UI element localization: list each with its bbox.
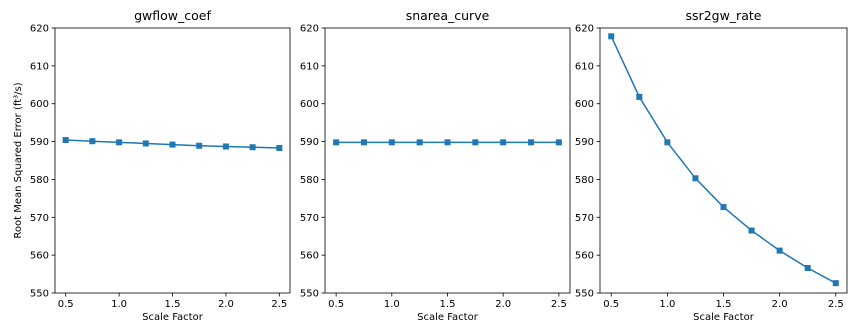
- data-point: [276, 145, 283, 152]
- x-axis-label: Scale Factor: [693, 312, 755, 323]
- x-tick-label: 0.5: [603, 299, 619, 310]
- y-tick-label: 620: [575, 24, 594, 35]
- y-tick-label: 560: [300, 251, 319, 262]
- y-tick-label: 580: [30, 175, 49, 186]
- x-tick-label: 0.5: [328, 299, 344, 310]
- data-point: [555, 139, 562, 146]
- y-tick-label: 560: [30, 251, 49, 262]
- y-tick-label: 550: [30, 289, 49, 300]
- x-tick-label: 2.5: [551, 299, 567, 310]
- data-point: [500, 139, 507, 146]
- data-point: [720, 204, 727, 211]
- y-axis-label: Root Mean Squared Error (ft³/s): [13, 82, 24, 238]
- y-tick-label: 590: [30, 137, 49, 148]
- y-tick-label: 600: [300, 99, 319, 110]
- data-point: [116, 139, 123, 146]
- chart-panel-1: gwflow_coef 550 560 570 580 590 600 610 620 0.5 1.…: [30, 8, 291, 323]
- y-tick-label: 580: [575, 175, 594, 186]
- data-point: [196, 142, 203, 149]
- y-tick-label: 580: [300, 175, 319, 186]
- x-tick-label: 2.0: [495, 299, 511, 310]
- data-point: [692, 175, 699, 182]
- data-point: [472, 139, 479, 146]
- data-point: [664, 139, 671, 146]
- data-point: [360, 139, 367, 146]
- data-point: [249, 144, 256, 151]
- data-point: [748, 227, 755, 234]
- chart-panel-3: ssr2gw_rate 550 560 570 580 590 600 610 620 0.5 1.…: [575, 8, 848, 323]
- y-tick-label: 570: [300, 213, 319, 224]
- data-point: [89, 138, 96, 145]
- y-tick-label: 620: [30, 24, 49, 35]
- y-tick-label: 570: [575, 213, 594, 224]
- plot-frame: [324, 27, 571, 294]
- data-point: [169, 141, 176, 148]
- x-tick-label: 1.0: [111, 299, 127, 310]
- x-axis-label: Scale Factor: [417, 312, 479, 323]
- x-tick-label: 2.0: [772, 299, 788, 310]
- data-point: [636, 93, 643, 100]
- y-tick-label: 600: [30, 99, 49, 110]
- y-tick-label: 590: [300, 137, 319, 148]
- data-point: [804, 265, 811, 272]
- y-tick-label: 610: [300, 61, 319, 72]
- x-tick-label: 1.0: [659, 299, 675, 310]
- y-tick-label: 550: [575, 289, 594, 300]
- data-point: [444, 139, 451, 146]
- series-line: [610, 36, 837, 284]
- x-tick-label: 2.5: [828, 299, 844, 310]
- data-point: [528, 139, 535, 146]
- plot-frame: [599, 27, 848, 294]
- y-tick-label: 550: [300, 289, 319, 300]
- chart-title: ssr2gw_rate: [686, 8, 762, 23]
- data-point: [832, 280, 839, 287]
- x-tick-label: 1.0: [384, 299, 400, 310]
- data-point: [142, 140, 149, 147]
- data-point: [62, 137, 69, 144]
- y-tick-label: 560: [575, 251, 594, 262]
- data-point: [388, 139, 395, 146]
- y-tick-label: 620: [300, 24, 319, 35]
- x-tick-label: 1.5: [440, 299, 456, 310]
- x-tick-label: 1.5: [716, 299, 732, 310]
- x-tick-label: 2.0: [218, 299, 234, 310]
- y-tick-label: 570: [30, 213, 49, 224]
- y-tick-label: 590: [575, 137, 594, 148]
- x-tick-label: 2.5: [271, 299, 287, 310]
- chart-panel-2: snarea_curve 550 560 570 580 590 600 610 620 0.5 1…: [300, 8, 571, 323]
- chart-title: gwflow_coef: [134, 8, 211, 23]
- data-point: [776, 247, 783, 254]
- x-axis-label: Scale Factor: [142, 312, 204, 323]
- data-point: [416, 139, 423, 146]
- data-point: [222, 143, 229, 150]
- y-tick-label: 610: [30, 61, 49, 72]
- y-tick-label: 610: [575, 61, 594, 72]
- chart-title: snarea_curve: [406, 8, 490, 23]
- data-point: [608, 33, 615, 40]
- x-tick-label: 0.5: [58, 299, 74, 310]
- x-tick-label: 1.5: [165, 299, 181, 310]
- plot-frame: [54, 27, 291, 294]
- y-tick-label: 600: [575, 99, 594, 110]
- data-point: [333, 139, 340, 146]
